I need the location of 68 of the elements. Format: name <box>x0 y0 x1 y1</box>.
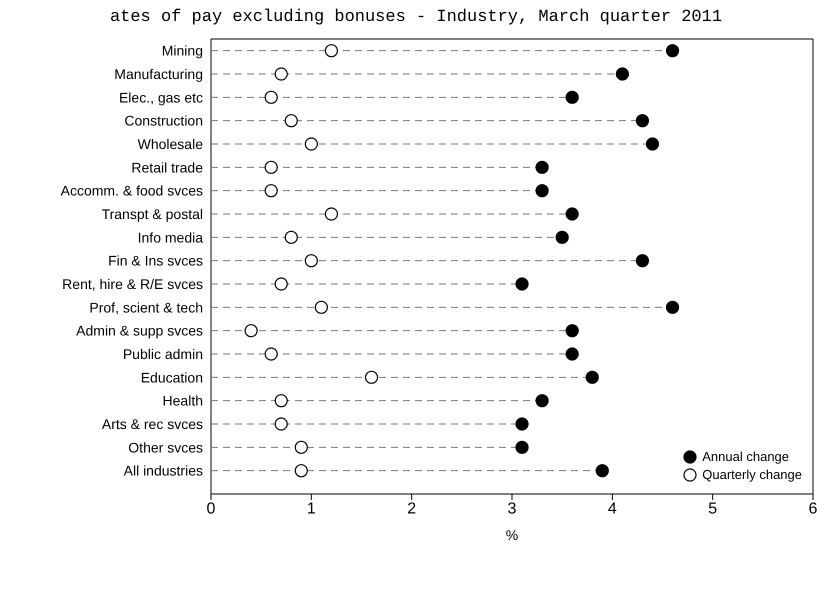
y-tick-label: Admin & supp svces <box>76 322 203 339</box>
point <box>566 324 579 338</box>
y-tick-label: Retail trade <box>131 159 204 176</box>
point <box>536 394 549 408</box>
y-tick-label: Arts & rec svces <box>102 416 203 432</box>
point <box>274 417 288 431</box>
y-tick-label: Rent, hire & R/E svces <box>62 276 203 292</box>
point <box>284 230 298 244</box>
y-tick-label: Fin & Ins svces <box>108 252 203 269</box>
point <box>264 160 278 174</box>
point <box>536 160 549 174</box>
point <box>304 254 318 268</box>
point <box>304 137 318 151</box>
x-tick-label: 3 <box>508 500 517 518</box>
point <box>364 370 378 384</box>
point <box>566 207 579 221</box>
y-tick-label: All industries <box>124 462 203 479</box>
y-tick-label: Transpt & postal <box>102 206 203 222</box>
point <box>284 114 298 128</box>
y-tick-label: Construction <box>124 112 203 129</box>
y-tick-label: Elec., gas etc <box>118 89 203 106</box>
point <box>536 184 549 198</box>
point <box>264 90 278 104</box>
point <box>596 464 609 478</box>
point <box>244 324 258 338</box>
y-tick-label: Prof, scient & tech <box>89 299 203 316</box>
point <box>274 394 288 408</box>
x-tick-label: 1 <box>306 500 316 518</box>
point <box>646 137 660 151</box>
y-tick-label: Manufacturing <box>114 66 203 82</box>
y-tick-label: Education <box>140 369 203 386</box>
y-tick-label: Public admin <box>122 346 203 362</box>
point <box>586 370 599 384</box>
point <box>636 254 650 268</box>
point <box>274 67 288 81</box>
legend-label: Annual change <box>702 448 790 466</box>
point <box>666 300 680 314</box>
x-tick-label: 4 <box>608 500 617 518</box>
legend-label: Quarterly change <box>702 466 802 484</box>
point <box>556 230 569 244</box>
point <box>566 347 579 361</box>
point <box>324 207 338 221</box>
y-tick-label: Info media <box>138 229 204 246</box>
point <box>294 440 308 454</box>
y-tick-label: Health <box>162 392 203 409</box>
point <box>264 347 278 361</box>
point <box>566 90 579 104</box>
point <box>274 277 288 291</box>
x-tick-label: 0 <box>206 500 216 518</box>
point <box>294 464 308 478</box>
point <box>515 417 529 431</box>
x-tick-label: 2 <box>407 500 416 518</box>
y-tick-label: Other svces <box>128 439 203 456</box>
chart-title: ates of pay excluding bonuses - Industry, March quarter 2011 <box>108 8 724 29</box>
point <box>616 67 629 81</box>
point <box>324 44 338 58</box>
y-tick-label: Accomm. & food svces <box>60 182 203 199</box>
point <box>264 184 278 198</box>
point <box>314 300 328 314</box>
point <box>636 114 650 128</box>
y-tick-label: Mining <box>162 42 203 59</box>
y-tick-label: Wholesale <box>138 136 204 152</box>
point <box>515 277 529 291</box>
x-tick-label: 5 <box>708 500 718 518</box>
point <box>515 440 529 454</box>
point <box>666 44 680 58</box>
x-tick-label: 6 <box>808 500 818 518</box>
x-axis-title: % <box>506 527 518 543</box>
